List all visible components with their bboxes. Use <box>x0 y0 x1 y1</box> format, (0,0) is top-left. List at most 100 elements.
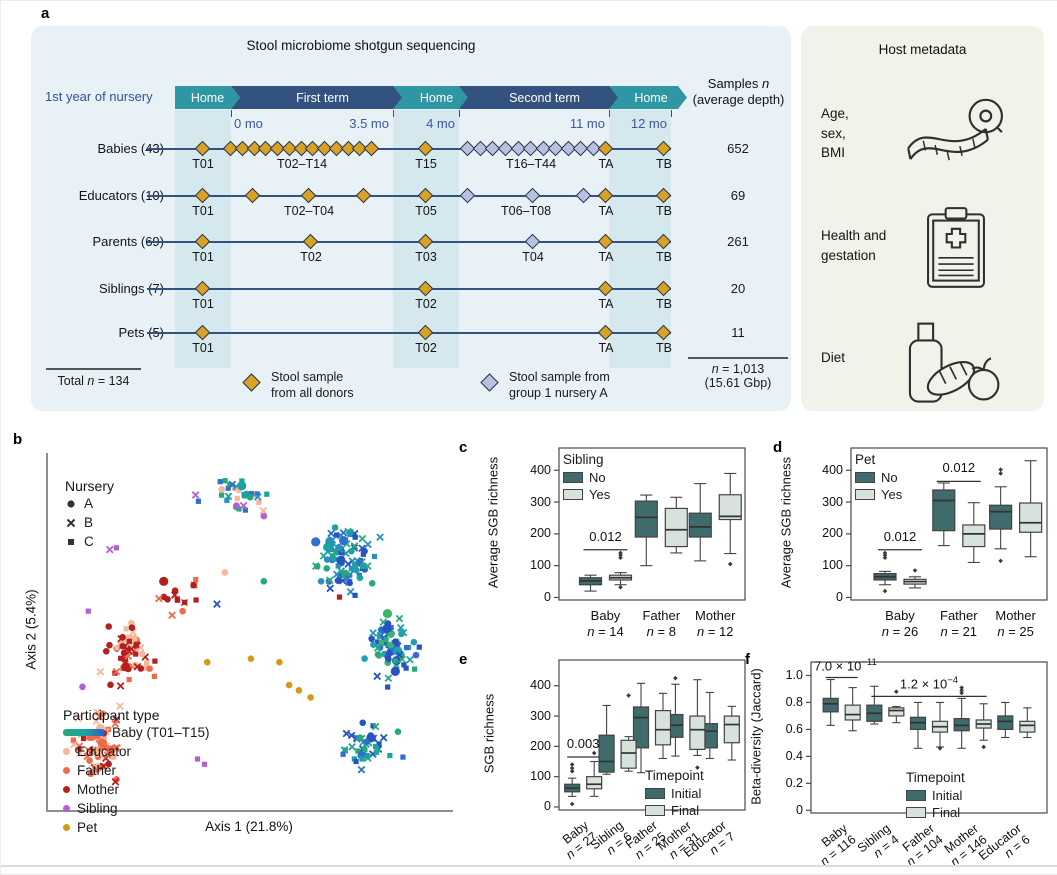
scatter-point <box>362 747 368 753</box>
scatter-point <box>384 674 393 683</box>
scatter-point <box>103 751 112 759</box>
x-marker-icon <box>66 518 76 527</box>
y-tick-label: 100 <box>822 558 843 573</box>
scatter-point <box>259 506 268 515</box>
scatter-point <box>358 534 367 543</box>
participant-legend-item: Educator <box>63 742 210 761</box>
participant-color-dot <box>63 767 70 774</box>
total-label: Total n = 134 <box>57 374 130 388</box>
scatter-point <box>102 647 110 655</box>
legend-text: Stool sample from group 1 nursery A <box>509 370 610 400</box>
scatter-point <box>356 734 364 741</box>
timepoint-label: T02 <box>415 341 437 355</box>
scatter-point <box>133 662 142 671</box>
samples-count: 20 <box>730 281 746 296</box>
outlier-point <box>626 693 631 698</box>
food-bottle-bread-apple-icon <box>908 322 1000 403</box>
significance-label: 7.0 × 10−11 <box>814 656 877 673</box>
scatter-point <box>333 532 340 538</box>
legend-row: No <box>563 469 610 486</box>
participant-legend-label: Baby (T01–T15) <box>112 725 210 740</box>
scatter-point <box>371 553 378 560</box>
boxplot-svg-e <box>554 659 746 811</box>
scatter-point <box>378 639 384 646</box>
legend-row: No <box>855 469 902 486</box>
scatter-point <box>239 501 248 510</box>
scatter-point <box>323 565 331 572</box>
measuring-tape-icon <box>907 98 1003 161</box>
scatter-point <box>412 651 420 659</box>
significance-label: 0.012 <box>942 460 976 476</box>
scatter-point <box>376 533 384 542</box>
scatter-point <box>400 754 406 760</box>
pcoa-y-axis-label: Axis 2 (5.4%) <box>23 589 39 670</box>
outlier-point <box>894 689 899 694</box>
legend-title: Timepoint <box>645 768 704 783</box>
scatter-point <box>227 482 233 488</box>
nursery-legend-item: A <box>65 494 114 513</box>
scatter-point <box>123 626 129 632</box>
timepoint-label: T01 <box>192 250 214 264</box>
box-yes-1 <box>664 507 688 548</box>
scatter-point <box>87 770 95 778</box>
scatter-point <box>256 499 262 505</box>
scatter-point <box>347 731 356 740</box>
row-name: Babies (43) <box>97 141 164 156</box>
outlier-point <box>981 744 986 750</box>
category-label: Mother n = 25 <box>995 608 1036 639</box>
scatter-point <box>213 600 221 608</box>
phase-chevron-first-term: First term <box>231 86 408 109</box>
host-metadata-title: Host metadata <box>878 42 967 57</box>
timepoint-label: TA <box>598 204 614 218</box>
scatter-point <box>353 566 360 574</box>
scatter-point <box>119 642 127 650</box>
scatter-point <box>353 758 359 765</box>
scatter-point <box>356 574 364 582</box>
scatter-point <box>239 478 245 484</box>
scatter-point <box>311 537 321 547</box>
boxplot-panel-c: 0 100 200 300 400 Average SGB richness Baby n =… <box>453 438 769 650</box>
scatter-point <box>201 761 208 767</box>
row-name: Pets (5) <box>118 325 164 340</box>
scatter-point <box>179 607 186 615</box>
scatter-point <box>105 623 113 630</box>
panel-label-e: e <box>459 651 468 668</box>
timeline <box>147 287 671 291</box>
scatter-point <box>368 635 375 643</box>
outlier-point <box>882 555 888 561</box>
scatter-point <box>416 644 422 650</box>
boxplot-panel-f: 0 0.2 0.4 0.6 0.8 1.0 Beta-diversity (Jaccard)… <box>738 646 1057 872</box>
sample-diamond-nurseryA <box>575 187 592 204</box>
y-tick-label: 100 <box>530 769 551 784</box>
phase-chevron-second-term: Second term <box>459 86 624 109</box>
timepoint-label: TB <box>656 250 672 264</box>
legend-label: Final <box>671 803 700 818</box>
scatter-point <box>330 555 338 563</box>
nursery-legend-label: B <box>84 515 94 530</box>
scatter-point <box>406 655 414 664</box>
scatter-point <box>107 681 114 689</box>
scatter-point <box>203 658 211 666</box>
time-tick <box>459 110 460 117</box>
scatter-point <box>403 645 410 651</box>
nursery-legend-label: C <box>84 534 94 549</box>
legend-swatch-final <box>645 805 665 816</box>
scatter-point <box>373 644 382 652</box>
scatter-point <box>114 645 120 651</box>
circle-marker-icon <box>67 499 75 508</box>
scatter-point <box>193 597 199 603</box>
samples-header-line2: (average depth) <box>692 92 785 107</box>
significance-label: 0.003 <box>566 735 600 751</box>
scatter-point <box>247 655 255 662</box>
box-final-3 <box>689 715 706 750</box>
scatter-point <box>159 576 169 586</box>
y-axis-label: SGB richness <box>481 693 497 774</box>
scatter-point <box>128 624 136 631</box>
outlier-point <box>695 765 700 770</box>
total-rule <box>46 368 141 370</box>
scatter-point <box>74 714 82 723</box>
scatter-point <box>373 749 379 755</box>
legend-row: Initial <box>645 785 704 802</box>
legend-row: Yes <box>855 486 902 503</box>
legend-swatch-yes <box>855 489 875 500</box>
